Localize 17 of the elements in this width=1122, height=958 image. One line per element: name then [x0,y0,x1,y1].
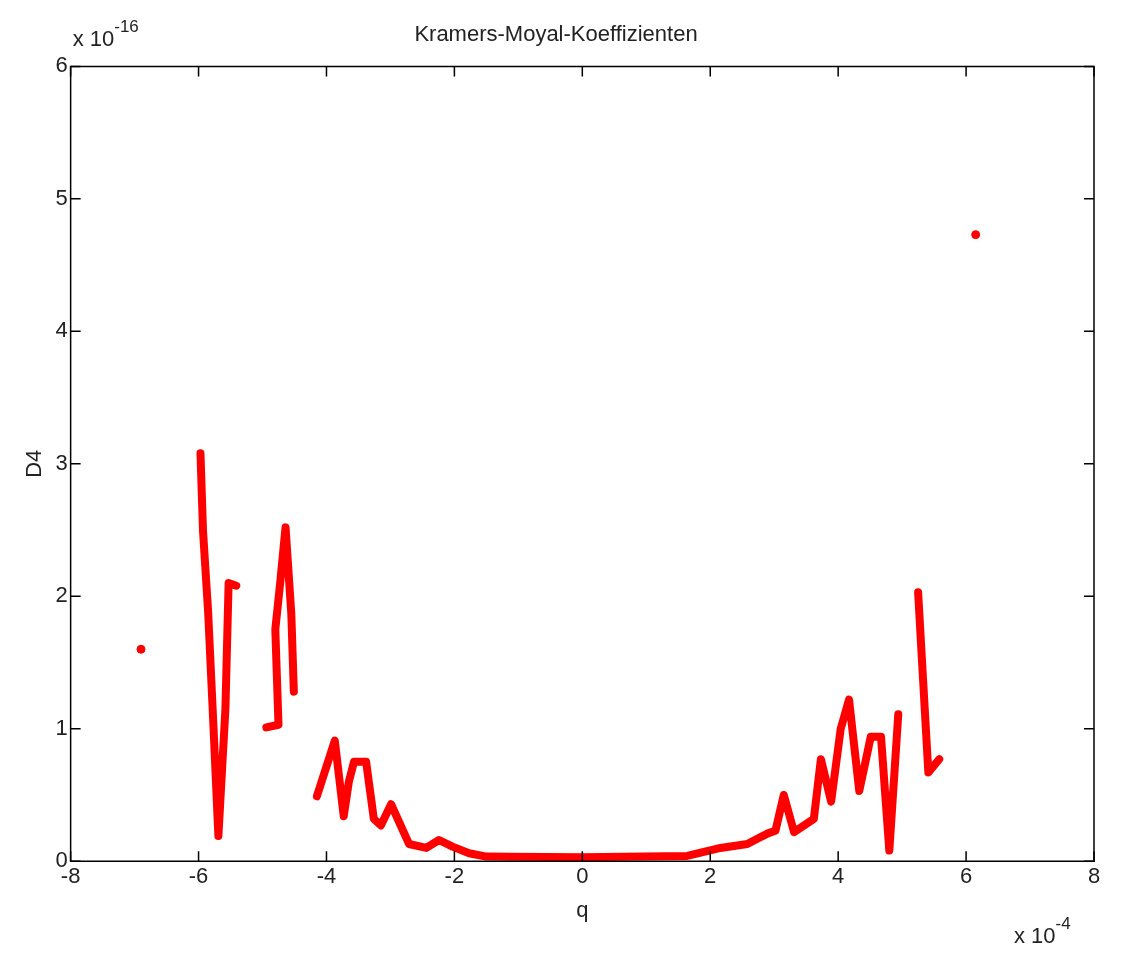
y-tick-label: 1 [55,714,68,740]
chart-title: Kramers-Moyal-Koeffizienten [414,21,698,47]
x-tick-label: -4 [316,863,337,889]
y-tick-label: 2 [55,582,68,608]
y-tick-label: 5 [55,184,68,210]
x-tick-label: 6 [959,863,973,889]
x-tick-label: 8 [1087,863,1101,889]
x-axis-title: q [576,896,589,922]
y-tick-label: 6 [55,52,68,78]
y-tick-label: 4 [55,317,68,343]
x-tick-label: -2 [444,863,465,889]
y-axis-title: D4 [21,449,47,478]
x-tick-label: 2 [704,863,717,889]
x-tick-label: 0 [576,863,589,889]
y-tick-label: 3 [55,449,68,475]
x-tick-label: 4 [832,863,845,889]
x-tick-label: -6 [188,863,209,889]
